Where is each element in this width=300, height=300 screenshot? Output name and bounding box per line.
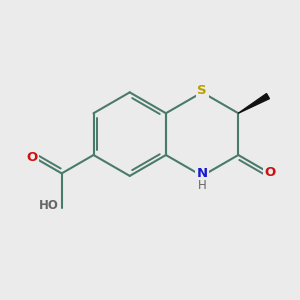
- Text: HO: HO: [38, 200, 58, 212]
- Text: H: H: [198, 178, 206, 192]
- Text: O: O: [265, 166, 276, 178]
- Polygon shape: [238, 94, 269, 113]
- Text: S: S: [197, 84, 207, 97]
- Text: N: N: [196, 167, 208, 180]
- Text: O: O: [26, 152, 38, 164]
